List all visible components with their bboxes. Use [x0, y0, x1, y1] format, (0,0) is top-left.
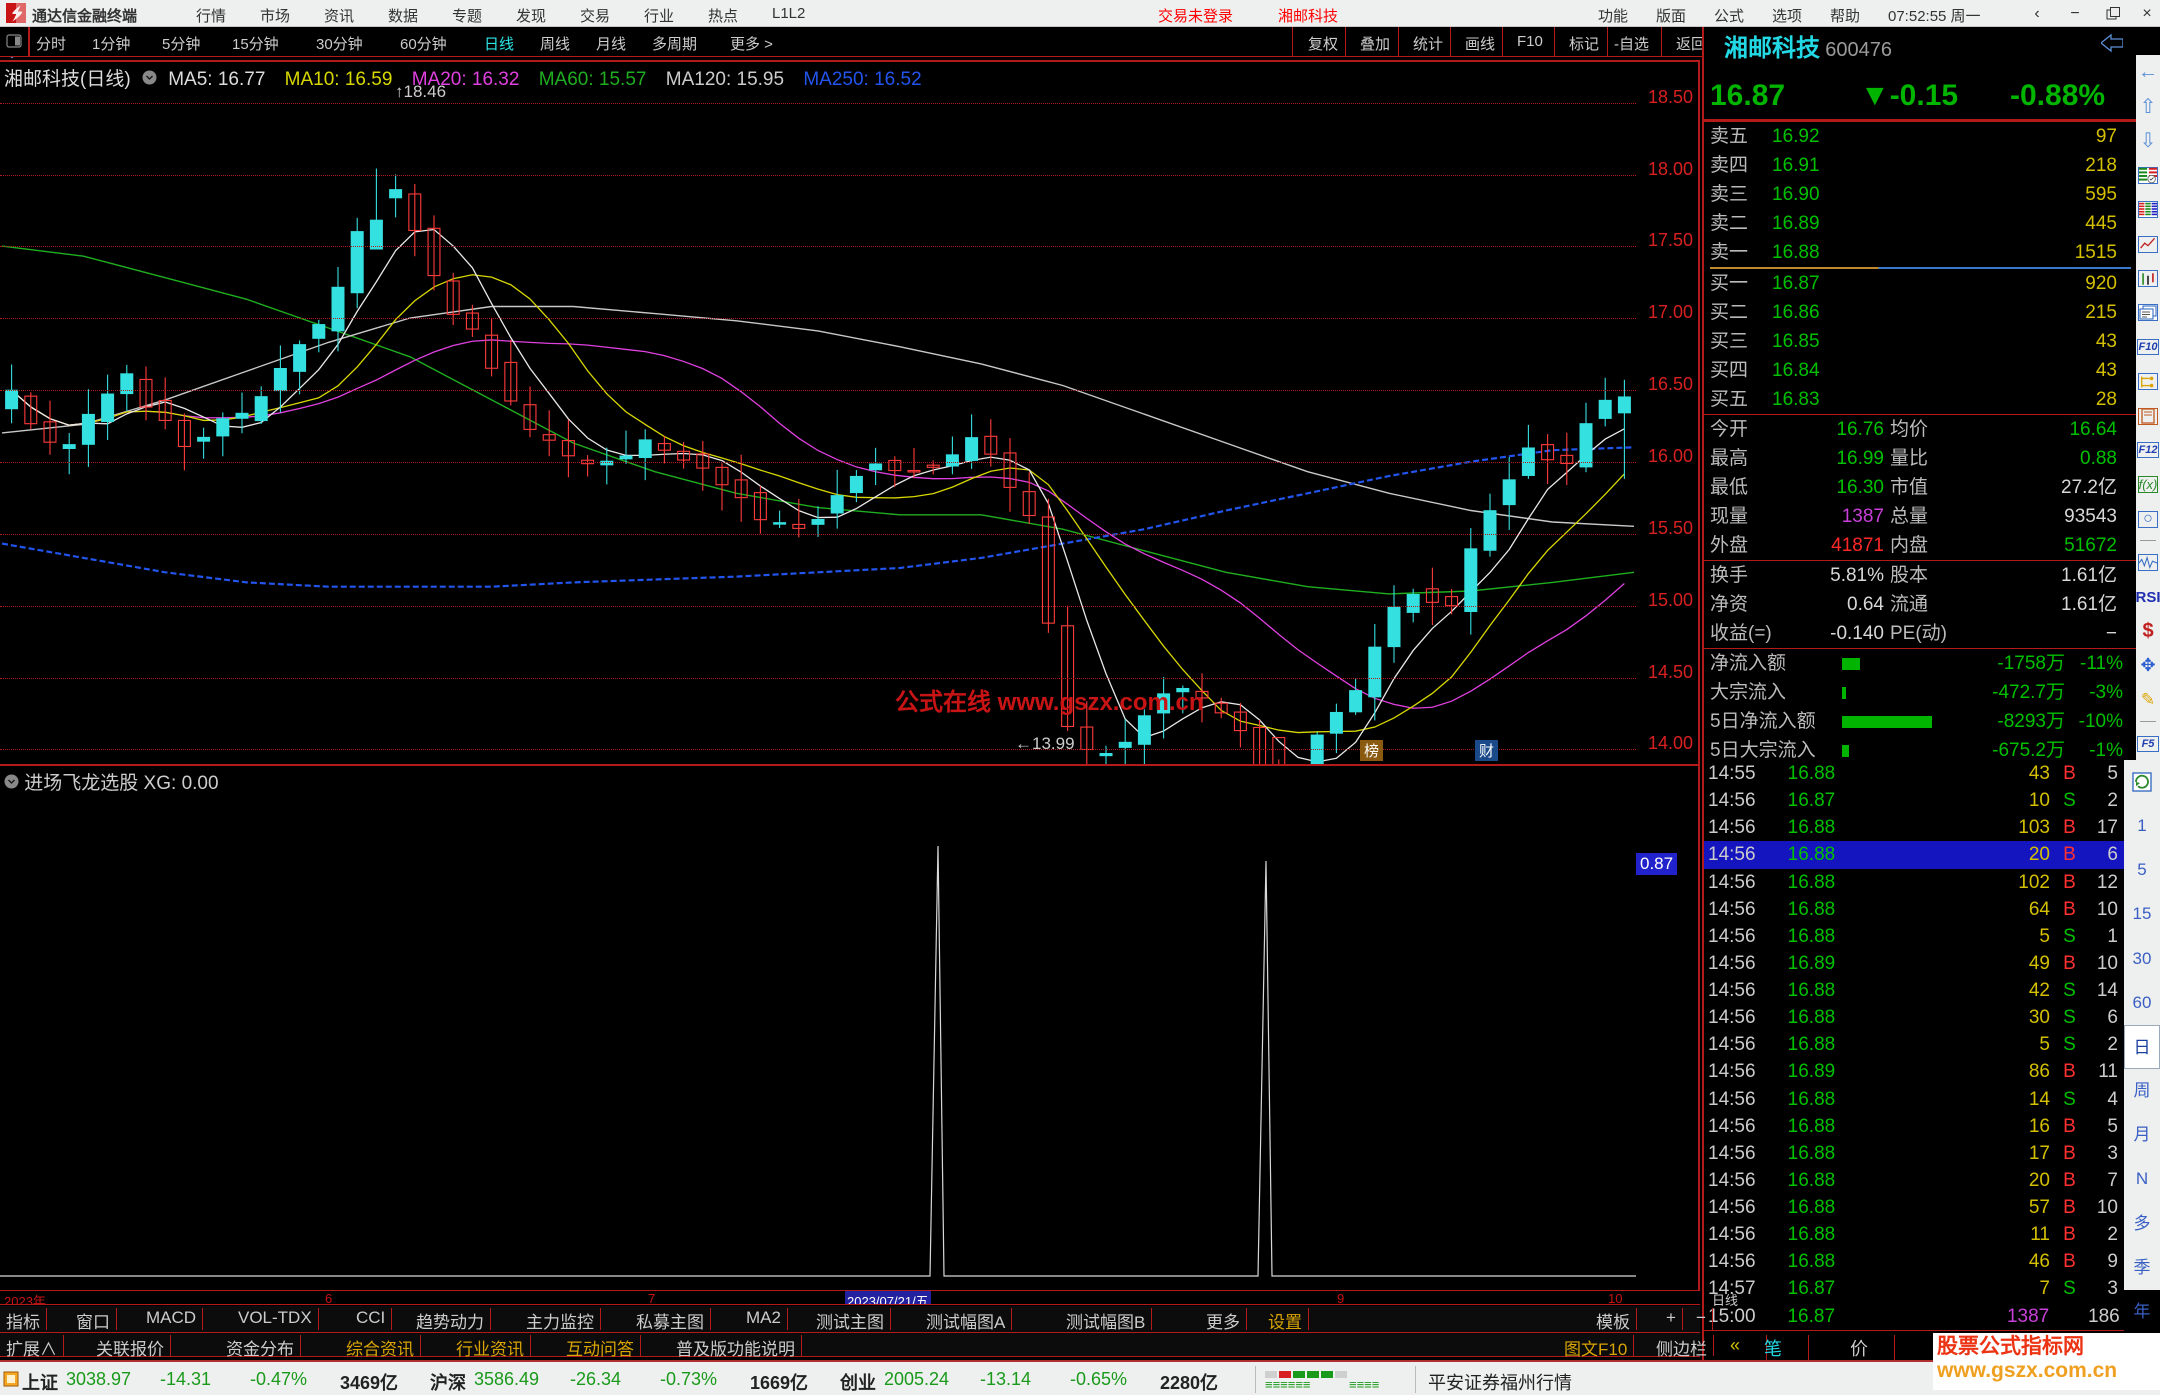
svg-text:≡≡≡≡≡≡: ≡≡≡≡≡≡	[1265, 1377, 1311, 1392]
svg-text:≡≡≡≡: ≡≡≡≡	[1349, 1377, 1379, 1392]
